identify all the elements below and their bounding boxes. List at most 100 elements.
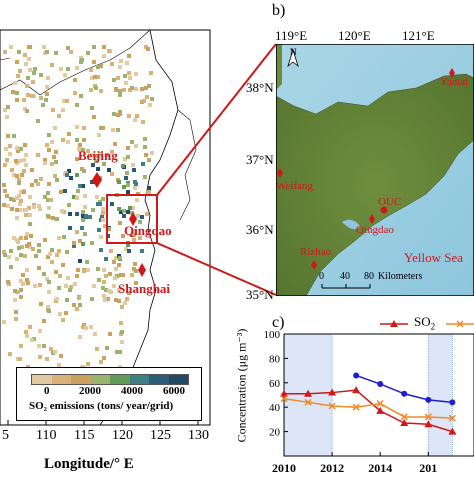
emission-cell — [65, 298, 69, 302]
emission-cell — [42, 344, 46, 348]
emission-cell — [36, 182, 40, 186]
emission-cell — [31, 247, 35, 251]
legend-tick-4000: 4000 — [121, 385, 143, 397]
emission-cell — [92, 115, 96, 119]
emission-cell — [6, 134, 10, 138]
emission-grid-cells — [2, 45, 154, 378]
emission-cell — [110, 172, 114, 176]
place-qingdao: Qingdao — [356, 224, 394, 236]
emission-cell — [28, 245, 32, 249]
series-point-1 — [424, 413, 432, 421]
emission-cell — [142, 99, 146, 103]
emission-cell — [94, 86, 98, 90]
emission-cell — [75, 138, 79, 142]
emission-cell — [45, 143, 49, 147]
emission-cell — [55, 217, 59, 221]
emission-cell — [6, 204, 10, 208]
emission-cell — [75, 125, 79, 129]
emission-cell — [5, 115, 9, 119]
emission-cell — [112, 260, 116, 264]
emission-cell — [96, 267, 100, 271]
emission-cell — [89, 68, 93, 72]
emission-cell — [132, 267, 136, 271]
emission-cell — [76, 189, 80, 193]
emission-cell — [31, 80, 35, 84]
emission-cell — [8, 144, 12, 148]
series-point-1 — [304, 398, 312, 406]
emission-cell — [52, 155, 56, 159]
emission-cell — [30, 183, 34, 187]
emission-cell — [125, 171, 129, 175]
lat-tick-38: 38°N — [246, 80, 274, 95]
series-point-2 — [449, 399, 456, 406]
emission-cell — [8, 352, 12, 356]
emission-cell — [108, 332, 112, 336]
emission-cell — [21, 273, 25, 277]
emission-cell — [53, 174, 57, 178]
emission-cell — [127, 291, 131, 295]
x-tick-125: 125 — [150, 428, 171, 443]
emission-cell — [19, 253, 23, 257]
emission-cell — [110, 150, 114, 154]
ouc-marker — [380, 206, 388, 214]
emission-cell — [107, 227, 111, 231]
emission-cell — [84, 214, 88, 218]
emission-cell — [146, 47, 150, 51]
emission-cell — [134, 281, 138, 285]
emission-cell — [59, 190, 63, 194]
emission-cell — [95, 347, 99, 351]
series-line-1 — [283, 397, 453, 419]
emission-cell — [116, 128, 120, 132]
emission-cell — [135, 114, 139, 118]
emission-cell — [36, 153, 40, 157]
x-axis-label: Longitude/° E — [44, 456, 134, 472]
emission-cell — [90, 297, 94, 301]
emission-cell — [50, 140, 54, 144]
emission-cell — [54, 51, 58, 55]
emission-legend: 0 2000 4000 6000 SO₂ emissions (tons/ ye… — [16, 367, 202, 421]
series-point-so2 — [280, 389, 288, 397]
emission-cell — [58, 312, 62, 316]
emission-cell — [3, 189, 7, 193]
panel-label-b: b) — [272, 2, 286, 19]
series-point-1 — [352, 403, 360, 411]
emission-cell — [58, 274, 62, 278]
emission-cell — [81, 184, 85, 188]
emission-cell — [34, 179, 38, 183]
emission-cell — [131, 206, 135, 210]
emission-cell — [3, 163, 7, 167]
colorbar-segment — [32, 375, 52, 384]
emission-cell — [123, 301, 127, 305]
emission-cell — [75, 212, 79, 216]
emission-cell — [118, 256, 122, 260]
emission-cell — [118, 112, 122, 116]
emission-cell — [22, 98, 26, 102]
emission-cell — [113, 142, 117, 146]
x-tick-label: 201 — [419, 461, 437, 474]
emission-cell — [132, 238, 136, 242]
emission-cell — [85, 260, 89, 264]
series-point-so2 — [352, 386, 361, 394]
legend-so2-subscript: 2 — [430, 321, 436, 332]
emission-cell — [86, 149, 90, 153]
emission-cell — [133, 180, 137, 184]
emission-cell — [90, 241, 94, 245]
emission-cell — [14, 317, 18, 321]
emission-cell — [124, 247, 128, 251]
emission-cell — [26, 281, 30, 285]
emission-cell — [122, 209, 126, 213]
emission-cell — [95, 195, 99, 199]
emission-cell — [133, 262, 137, 266]
emission-cell — [50, 162, 54, 166]
place-ouc: OUC — [378, 196, 402, 208]
emission-cell — [64, 311, 68, 315]
emission-cell — [118, 65, 122, 69]
x-tick-115: 115 — [74, 428, 95, 443]
emission-cell — [60, 209, 64, 213]
emission-cell — [108, 272, 112, 276]
emission-cell — [133, 186, 137, 190]
emission-cell — [18, 357, 22, 361]
emission-cell — [13, 289, 17, 293]
x-tick-5: 5 — [2, 428, 9, 443]
emission-cell — [47, 280, 51, 284]
